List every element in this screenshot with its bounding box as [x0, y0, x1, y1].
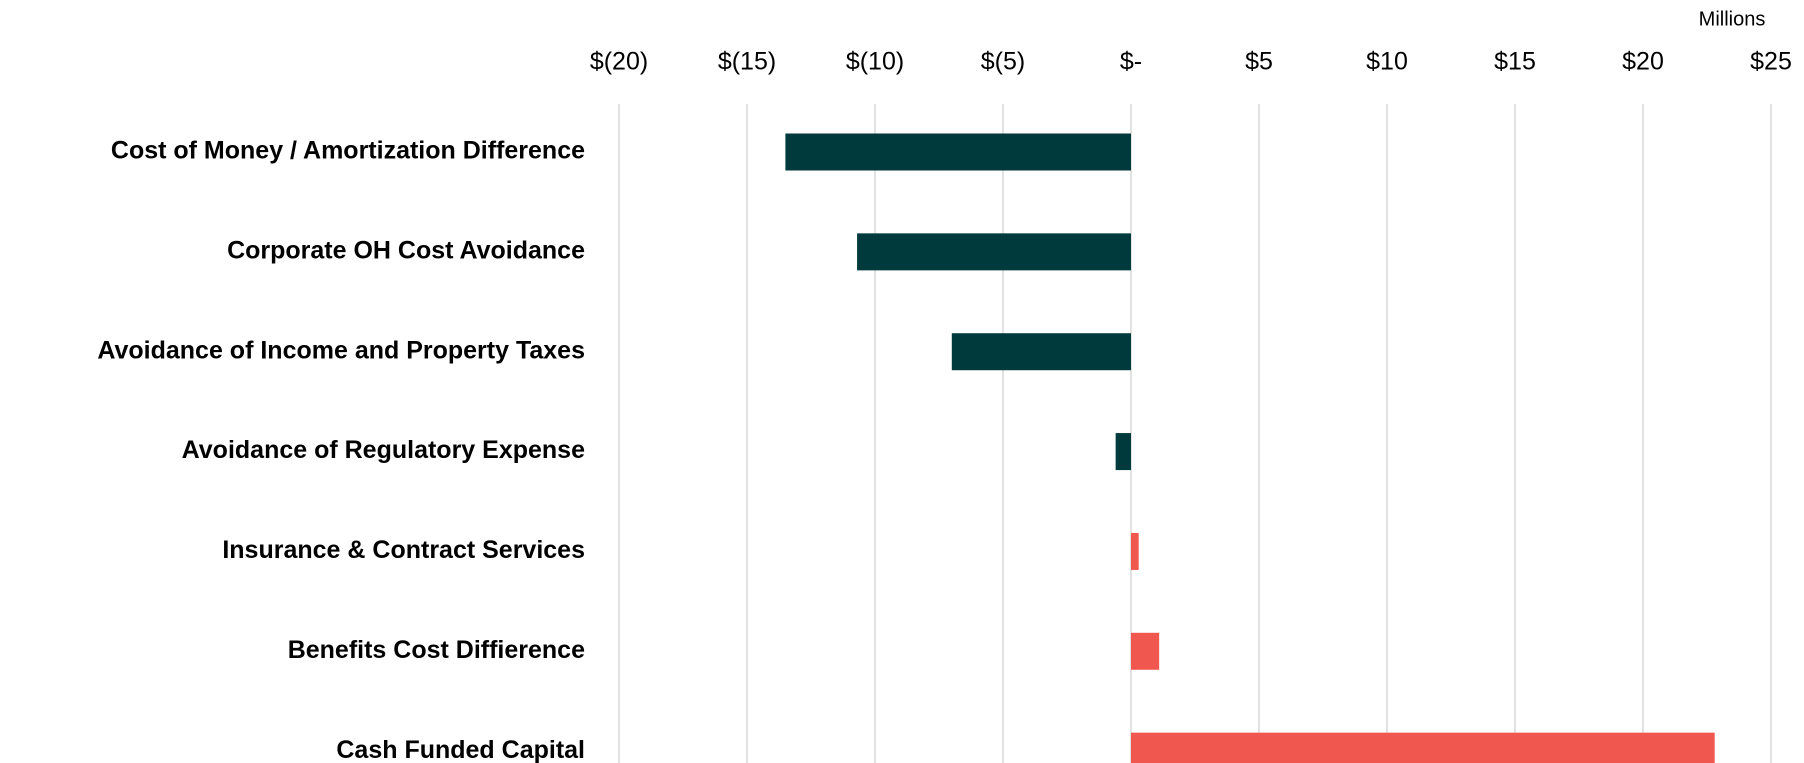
bar: [1131, 532, 1139, 570]
x-tick-label: $(10): [846, 48, 904, 76]
x-tick-label: $15: [1494, 48, 1536, 76]
x-tick-label: $20: [1622, 48, 1664, 76]
bar: [785, 133, 1131, 171]
bar: [1115, 433, 1131, 471]
category-label: Cash Funded Capital: [336, 736, 585, 763]
x-tick-label: $(5): [981, 48, 1025, 76]
x-tick-label: $(15): [718, 48, 776, 76]
bar: [857, 233, 1131, 271]
category-label: Avoidance of Regulatory Expense: [182, 436, 585, 464]
category-label: Benefits Cost Diffierence: [288, 636, 585, 664]
x-tick-label: $10: [1366, 48, 1408, 76]
axis-unit-label: Millions: [1699, 8, 1766, 30]
bar: [1131, 632, 1160, 670]
x-tick-label: $25: [1750, 48, 1792, 76]
category-label: Avoidance of Income and Property Taxes: [97, 336, 585, 364]
x-tick-label: $-: [1120, 48, 1142, 76]
x-tick-label: $5: [1245, 48, 1273, 76]
bar: [951, 333, 1131, 371]
bar: [1131, 732, 1715, 763]
category-label: Cost of Money / Amortization Difference: [111, 137, 585, 165]
category-label: Insurance & Contract Services: [222, 536, 585, 564]
category-label: Corporate OH Cost Avoidance: [227, 236, 585, 264]
x-tick-label: $(20): [590, 48, 648, 76]
